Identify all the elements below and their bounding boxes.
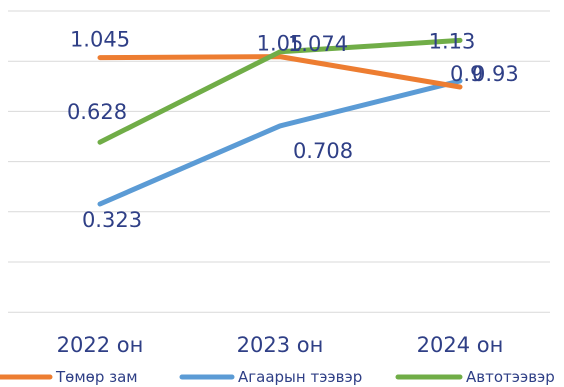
legend-label: Автотээвэр <box>466 368 555 386</box>
x-tick-label: 2022 он <box>57 333 144 357</box>
legend-item: Төмөр зам <box>0 368 138 386</box>
legend: Төмөр зам Агаарын тээвэр Автотээвэр <box>0 368 555 386</box>
series-line-2 <box>97 37 463 145</box>
legend-label: Агаарын тээвэр <box>238 368 362 386</box>
data-labels: 1.045 1.05 0.9 0.323 0.708 0.93 0.628 1.074 1.13 <box>67 28 519 232</box>
data-label: 1.05 <box>257 32 304 56</box>
series-line-0 <box>97 54 463 90</box>
data-label: 0.708 <box>293 139 353 163</box>
x-tick-label: 2023 он <box>237 333 324 357</box>
series-line-1 <box>97 78 463 207</box>
grid-lines <box>8 10 550 313</box>
data-label: 1.13 <box>429 29 476 53</box>
x-axis-ticks: 2022 он 2023 он 2024 он <box>57 333 504 357</box>
data-label: 1.074 <box>288 32 348 56</box>
data-label: 0.9 <box>450 62 483 86</box>
data-label: 1.045 <box>70 28 130 52</box>
x-tick-label: 2024 он <box>417 333 504 357</box>
legend-label: Төмөр зам <box>55 368 138 386</box>
data-label: 0.323 <box>82 208 142 232</box>
legend-item: Агаарын тээвэр <box>179 368 362 386</box>
data-label: 0.93 <box>472 62 519 86</box>
data-label: 0.628 <box>67 100 127 124</box>
legend-item: Автотээвэр <box>395 368 555 386</box>
series-lines <box>97 37 463 207</box>
